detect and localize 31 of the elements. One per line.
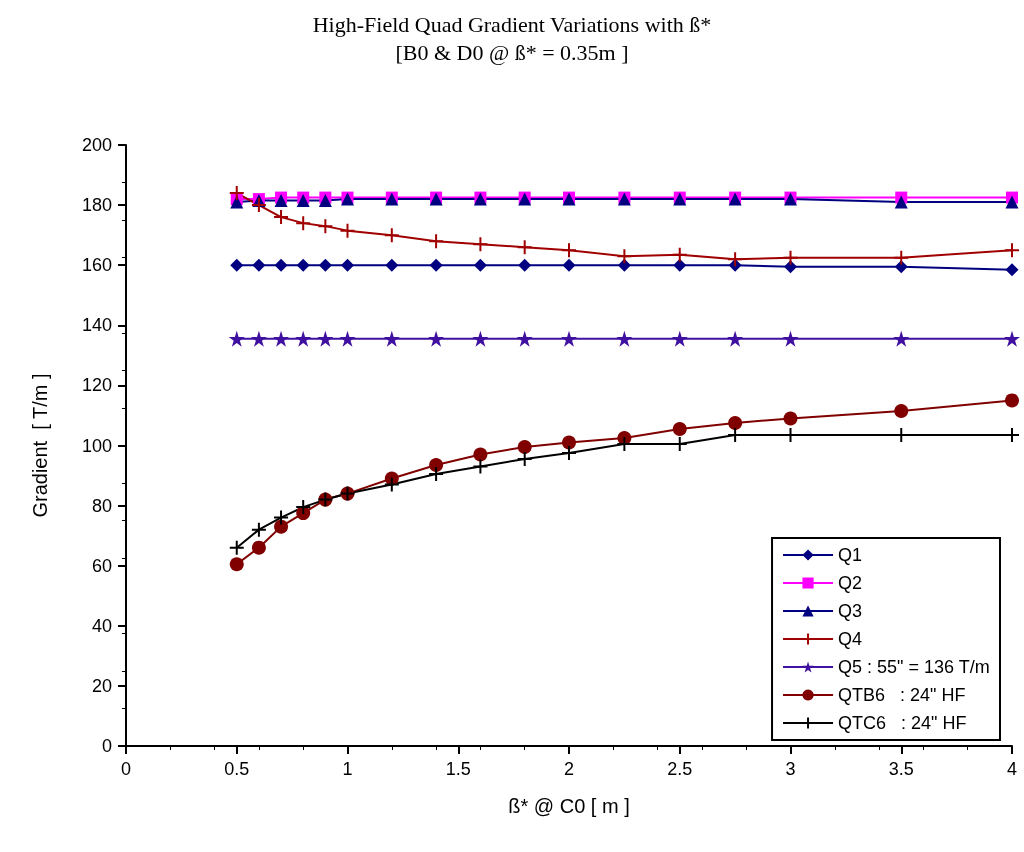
x-axis-title: ß* @ C0 [ m ] — [508, 795, 630, 817]
x-tick-label: 1 — [342, 759, 353, 779]
y-tick-label: 200 — [81, 135, 112, 155]
y-tick-label: 160 — [81, 255, 112, 276]
y-tick-label: 60 — [91, 555, 112, 576]
legend-label: Q4 — [838, 629, 863, 649]
legend-label: Q2 — [838, 573, 863, 593]
y-tick-label: 20 — [91, 675, 112, 696]
chart-subtitle: [B0 & D0 @ ß* = 0.35m ] — [395, 39, 629, 65]
x-tick-label: 2 — [563, 759, 575, 779]
legend-label: QTC6 : 24" HF — [838, 713, 967, 733]
chart-title: High-Field Quad Gradient Variations with ß* — [312, 11, 712, 37]
x-tick-label: 4 — [1006, 759, 1018, 779]
y-tick-label: 100 — [81, 435, 112, 456]
x-tick-label: 3 — [785, 759, 796, 779]
x-tick-label: 3.5 — [888, 759, 914, 779]
legend-label: Q3 — [838, 601, 863, 621]
y-tick-label: 180 — [81, 195, 112, 216]
x-tick-label: 2.5 — [667, 759, 693, 779]
x-tick-label: 0 — [120, 759, 132, 779]
y-tick-label: 120 — [81, 375, 112, 396]
x-tick-label: 0.5 — [224, 759, 250, 779]
y-axis-title: Gradient [ T/m ] — [29, 373, 51, 518]
y-tick-label: 0 — [101, 736, 112, 756]
x-tick-label: 1.5 — [445, 759, 471, 779]
y-tick-label: 80 — [91, 495, 112, 516]
legend-label: QTB6 : 24" HF — [838, 685, 966, 705]
y-tick-label: 140 — [81, 315, 112, 336]
y-tick-label: 40 — [91, 615, 112, 636]
legend-label: Q1 — [838, 545, 863, 565]
legend-label: Q5 : 55" = 136 T/m — [838, 657, 990, 677]
